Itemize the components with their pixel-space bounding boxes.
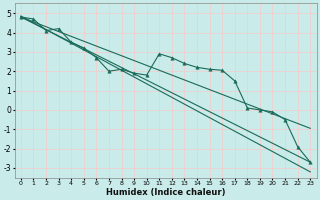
X-axis label: Humidex (Indice chaleur): Humidex (Indice chaleur) — [106, 188, 225, 197]
